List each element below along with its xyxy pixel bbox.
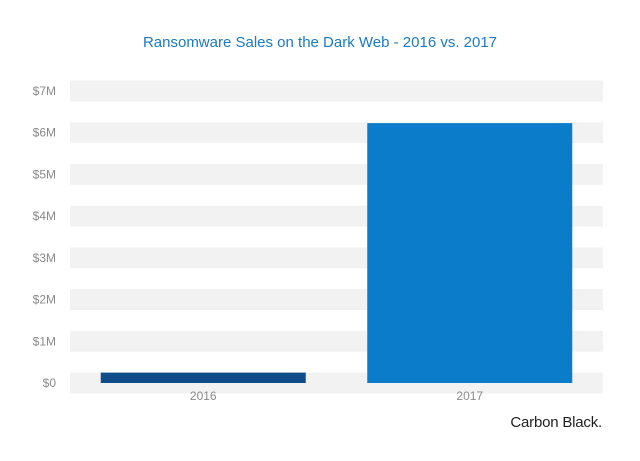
y-tick-label: $5M xyxy=(33,167,56,181)
y-tick-label: $0 xyxy=(43,376,57,390)
y-tick-label: $1M xyxy=(33,334,56,348)
x-axis: 2016 2017 xyxy=(190,389,484,403)
bars xyxy=(100,123,573,384)
y-axis: $0 $1M $2M $3M $4M $5M $6M $7M xyxy=(33,84,57,390)
x-tick-label: 2017 xyxy=(456,389,483,403)
y-tick-label: $6M xyxy=(33,126,56,140)
brand-logo: Carbon Black. xyxy=(510,414,602,431)
x-tick-label: 2016 xyxy=(190,389,217,403)
y-tick-label: $3M xyxy=(33,251,56,265)
bar-2017 xyxy=(367,123,573,384)
chart-title: Ransomware Sales on the Dark Web - 2016 … xyxy=(142,34,498,51)
bar-2016 xyxy=(100,372,306,383)
y-tick-label: $2M xyxy=(33,293,56,307)
y-tick-label: $7M xyxy=(33,84,56,98)
y-tick-label: $4M xyxy=(33,209,56,223)
grid-band xyxy=(70,80,603,102)
